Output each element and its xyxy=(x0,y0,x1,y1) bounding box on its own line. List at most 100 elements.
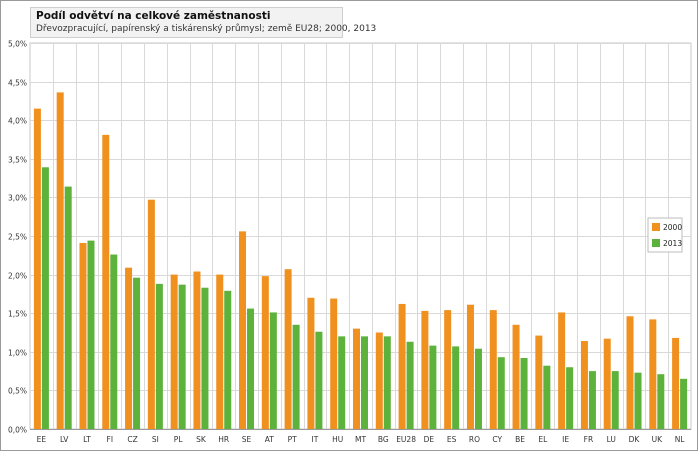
bar-2000-NL xyxy=(672,337,680,429)
bar-2000-AT xyxy=(261,276,269,429)
legend-swatch-2013 xyxy=(652,239,660,247)
x-tick-label: EU28 xyxy=(396,435,416,444)
x-tick-label: AT xyxy=(265,435,275,444)
x-tick-label: LV xyxy=(60,435,69,444)
bar-2000-EL xyxy=(535,335,543,429)
bar-2013-HR xyxy=(224,290,232,429)
bar-2013-MT xyxy=(361,336,368,429)
bar-2000-FI xyxy=(102,134,110,429)
bar-2000-SE xyxy=(239,231,247,429)
x-tick-label: BG xyxy=(378,435,389,444)
bar-2013-DE xyxy=(429,345,437,429)
bar-2013-UK xyxy=(657,374,665,429)
bar-2013-CZ xyxy=(133,277,141,429)
y-tick-label: 3,0% xyxy=(8,194,27,203)
legend: 2000 2013 xyxy=(647,217,683,253)
x-tick-label: NL xyxy=(675,435,686,444)
bar-2000-IE xyxy=(558,312,566,429)
y-tick-label: 1,5% xyxy=(8,310,27,319)
y-tick-label: 4,0% xyxy=(8,117,27,126)
x-tick-label: EE xyxy=(37,435,47,444)
bar-2000-LU xyxy=(603,338,611,429)
x-tick-label: MT xyxy=(355,435,366,444)
bar-2000-EU28 xyxy=(398,303,406,429)
bar-2013-PL xyxy=(178,284,186,429)
axis-layer: 0,0% 0,5% 1,0% 1,5% 2,0% 2,5% 3,0% 3,5% 4,0% 4,5%… xyxy=(8,40,691,444)
bar-2013-CY xyxy=(497,357,505,429)
x-tick-label: SI xyxy=(152,435,159,444)
x-tick-label: FR xyxy=(584,435,594,444)
x-tick-label: LU xyxy=(607,435,616,444)
legend-swatch-2000 xyxy=(652,223,660,231)
x-tick-label: UK xyxy=(652,435,663,444)
y-tick-label: 0,0% xyxy=(8,426,27,435)
bar-2013-SE xyxy=(247,308,255,429)
y-tick-label: 4,5% xyxy=(8,79,27,88)
bar-2013-LU xyxy=(611,371,619,429)
bar-2013-IE xyxy=(566,367,574,429)
bar-2000-ES xyxy=(444,310,452,429)
bar-2000-FR xyxy=(580,340,588,429)
x-tick-label: FI xyxy=(107,435,114,444)
bar-2013-RO xyxy=(474,348,482,429)
bar-2013-BG xyxy=(383,336,391,429)
bar-2013-EU28 xyxy=(406,341,414,429)
y-tick-label: 0,5% xyxy=(8,387,27,396)
bar-2013-LT xyxy=(87,240,95,429)
chart-subtitle: Dřevozpracující, papírenský a tiskárensk… xyxy=(36,24,377,34)
x-tick-label: DK xyxy=(629,435,641,444)
x-tick-label: IT xyxy=(312,435,319,444)
x-tick-label: RO xyxy=(469,435,480,444)
bar-2013-FR xyxy=(588,371,596,429)
x-tick-label: PL xyxy=(174,435,184,444)
chart-title: Podíl odvětví na celkové zaměstnanosti xyxy=(36,10,271,22)
bar-2013-LV xyxy=(64,186,72,429)
bar-2000-MT xyxy=(353,328,360,429)
title-box: Podíl odvětví na celkové zaměstnanosti D… xyxy=(30,7,377,38)
x-tick-label: ES xyxy=(447,435,457,444)
y-tick-label: 1,0% xyxy=(8,349,27,358)
bar-2000-LT xyxy=(79,242,87,429)
bar-2000-CY xyxy=(489,310,497,429)
y-tick-label: 3,5% xyxy=(8,156,27,165)
bar-2013-FI xyxy=(110,254,118,429)
legend-label-2013: 2013 xyxy=(663,239,682,248)
x-tick-label: HR xyxy=(218,435,229,444)
legend-label-2000: 2000 xyxy=(663,223,682,232)
bar-2013-AT xyxy=(269,312,277,429)
bars-layer xyxy=(33,92,688,430)
bar-2013-PT xyxy=(292,324,300,429)
bar-2013-ES xyxy=(452,346,460,429)
bar-2013-SI xyxy=(155,283,163,429)
x-tick-label: CZ xyxy=(127,435,137,444)
bar-2000-DK xyxy=(626,316,634,429)
bar-2000-BE xyxy=(512,324,520,429)
bar-2013-SK xyxy=(201,287,209,429)
bar-2000-UK xyxy=(649,319,657,429)
x-tick-label: EL xyxy=(538,435,548,444)
y-tick-label: 5,0% xyxy=(8,40,27,49)
x-tick-label: PT xyxy=(288,435,298,444)
x-tick-label: SK xyxy=(196,435,207,444)
x-tick-label: IE xyxy=(562,435,569,444)
bar-2013-HU xyxy=(338,336,346,429)
x-tick-label: DE xyxy=(424,435,435,444)
bar-2000-BG xyxy=(375,332,383,429)
x-tick-label: HU xyxy=(332,435,343,444)
bar-2000-PT xyxy=(284,269,292,429)
bar-2013-DK xyxy=(634,372,642,429)
y-tick-label: 2,5% xyxy=(8,233,27,242)
bar-2013-NL xyxy=(680,378,688,429)
bar-2000-PL xyxy=(170,274,178,429)
bar-2013-EE xyxy=(41,167,49,430)
bar-2000-RO xyxy=(466,304,474,429)
bar-2000-DE xyxy=(421,310,429,429)
grid-layer xyxy=(29,42,692,430)
bar-2000-HU xyxy=(330,298,338,429)
bar-2000-LV xyxy=(56,92,64,429)
x-tick-label: CY xyxy=(492,435,502,444)
bar-2000-SK xyxy=(193,271,201,429)
bar-2000-HR xyxy=(216,274,224,429)
